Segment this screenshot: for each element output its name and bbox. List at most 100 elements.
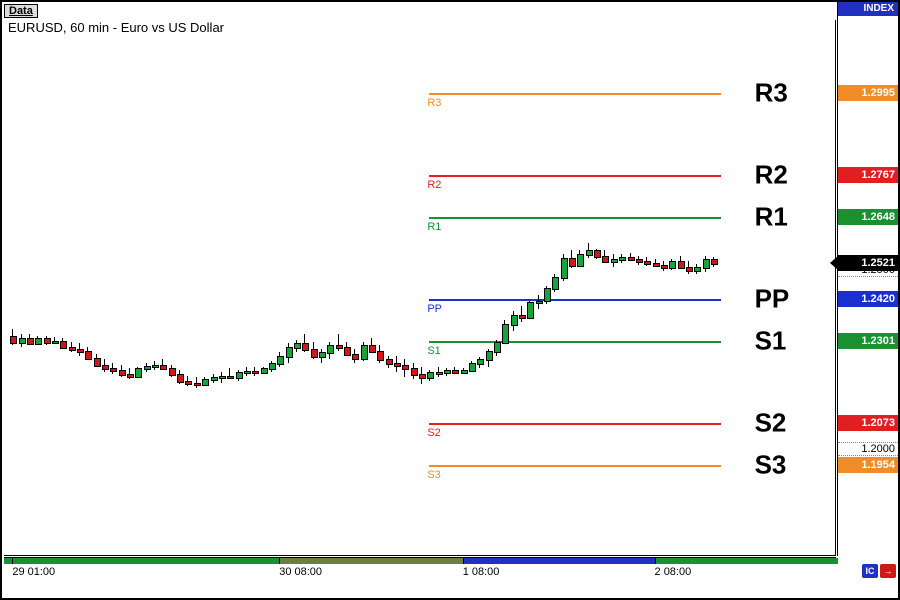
candlestick [229, 368, 230, 379]
candlestick [554, 274, 555, 292]
candlestick [404, 359, 405, 377]
candlestick [663, 261, 664, 271]
pivot-big-label-pp: PP [755, 283, 790, 314]
candlestick [12, 329, 13, 345]
candlestick [671, 259, 672, 270]
candlestick [504, 320, 505, 343]
candlestick [596, 249, 597, 260]
candlestick [254, 367, 255, 376]
price-tag-r3: 1.2995 [838, 85, 898, 101]
candlestick [521, 306, 522, 322]
candlestick [563, 254, 564, 281]
time-color-bar [655, 558, 838, 564]
candlestick [571, 250, 572, 268]
candlestick [638, 256, 639, 265]
index-badge: INDEX [838, 2, 898, 16]
candlestick [54, 337, 55, 344]
candlestick [321, 349, 322, 363]
candlestick [338, 334, 339, 350]
candlestick [346, 342, 347, 356]
pivot-big-label-r2: R2 [755, 159, 788, 190]
candlestick [379, 345, 380, 363]
time-tick: 1 08:00 [463, 566, 500, 578]
candlestick [313, 342, 314, 360]
price-tag-s1: 1.2301 [838, 333, 898, 349]
candlestick [87, 347, 88, 360]
candlestick [604, 250, 605, 263]
data-tab[interactable]: Data [4, 4, 38, 18]
candlestick [171, 365, 172, 378]
candlestick [646, 257, 647, 266]
candlestick [213, 374, 214, 383]
candlestick [438, 367, 439, 378]
candlestick [655, 259, 656, 267]
chart-area[interactable]: R3 R3 R2 R2 R1 R1 PP PP S1 S1 S2 S2 S3 S3 [4, 20, 836, 556]
candlestick [104, 359, 105, 372]
candlestick [713, 257, 714, 268]
candlestick [121, 365, 122, 378]
candlestick [538, 295, 539, 309]
pivot-mini-label-r3: R3 [427, 97, 441, 109]
footer-icon[interactable]: → [880, 564, 896, 578]
pivot-big-label-r3: R3 [755, 78, 788, 109]
time-tick: 2 08:00 [655, 566, 692, 578]
pivot-mini-label-pp: PP [427, 303, 442, 315]
candlestick [529, 301, 530, 319]
candlestick [146, 363, 147, 372]
price-tag-r1: 1.2648 [838, 209, 898, 225]
pivot-mini-label-s1: S1 [427, 345, 440, 357]
candlestick [413, 363, 414, 379]
candlestick [304, 334, 305, 352]
candlestick [238, 370, 239, 381]
candlestick [471, 361, 472, 372]
candlestick [630, 253, 631, 261]
pivot-mini-label-r1: R1 [427, 221, 441, 233]
pivot-mini-label-r2: R2 [427, 179, 441, 191]
pivot-line-r1: R1 [429, 217, 721, 219]
candlestick [221, 372, 222, 383]
candlestick [288, 343, 289, 363]
candlestick [621, 254, 622, 263]
candlestick [112, 363, 113, 374]
pivot-mini-label-s2: S2 [427, 427, 440, 439]
candlestick [79, 343, 80, 356]
pivot-big-label-s1: S1 [755, 326, 787, 357]
candlestick [154, 361, 155, 370]
candlestick [513, 311, 514, 331]
candlestick [162, 359, 163, 370]
candlestick [579, 250, 580, 266]
candlestick [271, 361, 272, 372]
pivot-big-label-s2: S2 [755, 407, 787, 438]
candlestick [29, 334, 30, 345]
price-tag-r2: 1.2767 [838, 167, 898, 183]
candlestick [421, 367, 422, 385]
pivot-line-r3: R3 [429, 93, 721, 95]
candlestick [179, 370, 180, 384]
candlestick [196, 377, 197, 388]
candlestick [129, 368, 130, 379]
price-grid-label: 1.2000 [838, 442, 898, 456]
pivot-line-pp: PP [429, 299, 721, 301]
candlestick [37, 336, 38, 345]
pivot-line-s3: S3 [429, 465, 721, 467]
candlestick [496, 340, 497, 356]
time-axis: 29 01:0030 08:001 08:002 08:00 [4, 557, 836, 580]
candlestick [46, 336, 47, 345]
candlestick [588, 243, 589, 257]
price-tag-pp: 1.2420 [838, 291, 898, 307]
candlestick [204, 377, 205, 386]
candlestick [705, 256, 706, 272]
price-tag-s3: 1.1954 [838, 457, 898, 473]
time-color-bar [463, 558, 655, 564]
candlestick [546, 286, 547, 304]
pivot-mini-label-s3: S3 [427, 469, 440, 481]
candlestick [479, 357, 480, 369]
candlestick [488, 349, 489, 367]
candlestick [354, 349, 355, 363]
pivot-big-label-s3: S3 [755, 450, 787, 481]
pivot-line-s2: S2 [429, 423, 721, 425]
pivot-line-s1: S1 [429, 341, 721, 343]
pivot-line-r2: R2 [429, 175, 721, 177]
candlestick [446, 368, 447, 375]
footer-icon[interactable]: IC [862, 564, 878, 578]
